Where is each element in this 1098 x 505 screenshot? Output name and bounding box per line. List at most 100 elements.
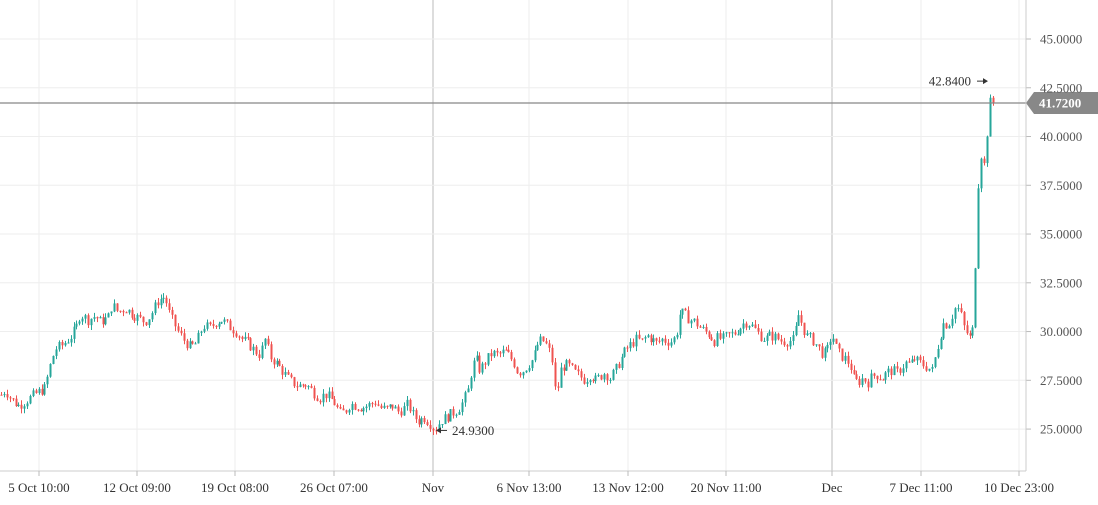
candle-body [513, 359, 516, 368]
candle-body [212, 324, 215, 326]
candle-body [84, 315, 87, 319]
candle-body [742, 323, 745, 329]
candle-body [157, 302, 160, 306]
candle-body [278, 360, 281, 366]
candle-body [116, 303, 119, 311]
candle-body [290, 374, 293, 378]
candle-body [635, 334, 638, 347]
candle-body [241, 336, 244, 340]
candle-body [797, 315, 800, 326]
candle-body [0, 394, 3, 396]
candle-body [258, 354, 261, 358]
candle-body [908, 361, 911, 363]
candle-body [684, 308, 687, 311]
candle-body [577, 369, 580, 372]
candle-body [673, 337, 676, 343]
candle-body [499, 352, 502, 354]
candle-body [87, 315, 90, 326]
candle-body [568, 360, 571, 364]
candle-body [925, 366, 928, 371]
candle-body [302, 384, 305, 386]
candle-body [455, 414, 458, 416]
candle-body [971, 327, 974, 336]
candle-body [93, 317, 96, 319]
candle-body [554, 362, 557, 387]
candle-body [412, 410, 415, 412]
candle-body [481, 363, 484, 373]
last-price-label: 41.7200 [1039, 95, 1081, 110]
candle-body [316, 398, 319, 401]
candle-body [449, 409, 452, 422]
candle-body [96, 317, 99, 319]
candle-body [247, 336, 250, 339]
candle-body [142, 316, 145, 323]
x-tick-label: 10 Dec 23:00 [984, 480, 1054, 495]
candle-body [763, 340, 766, 342]
candle-body [606, 374, 609, 381]
candle-body [603, 374, 606, 380]
candle-body [960, 308, 963, 313]
candle-body [806, 333, 809, 336]
candles [0, 94, 995, 436]
candle-body [847, 355, 850, 364]
candle-body [835, 338, 838, 344]
candle-body [731, 332, 734, 334]
candle-body [670, 342, 673, 346]
candle-body [220, 321, 223, 324]
candle-body [942, 323, 945, 339]
candle-body [902, 368, 905, 373]
candle-body [928, 368, 931, 371]
candle-body [325, 393, 328, 399]
candle-body [160, 298, 163, 306]
candle-body [502, 349, 505, 354]
candle-body [64, 343, 67, 346]
candle-body [792, 335, 795, 341]
candle-body [696, 318, 699, 327]
annotations: 42.8400 24.9300 [436, 74, 988, 438]
candle-body [38, 388, 41, 393]
candle-body [647, 335, 650, 338]
candle-body [563, 367, 566, 371]
y-tick-label: 27.5000 [1040, 373, 1082, 388]
candle-body [293, 377, 296, 387]
candle-body [722, 333, 725, 339]
candle-body [447, 414, 450, 422]
candle-body [197, 332, 200, 344]
candle-body [505, 349, 508, 351]
candle-body [218, 323, 221, 327]
candle-body [641, 338, 644, 340]
candle-body [800, 315, 803, 323]
max-price-label: 42.8400 [929, 74, 971, 89]
candle-body [110, 311, 113, 314]
candle-body [954, 308, 957, 319]
candle-body [516, 367, 519, 374]
candle-body [151, 313, 154, 320]
candle-body [168, 303, 171, 310]
candle-body [319, 400, 322, 403]
candle-body [444, 414, 447, 425]
candle-body [119, 310, 122, 312]
candle-body [829, 341, 832, 345]
candle-body [17, 404, 20, 407]
candle-body [12, 398, 15, 400]
candle-body [322, 393, 325, 403]
min-price-label: 24.9300 [452, 423, 494, 438]
candle-body [284, 371, 287, 375]
candle-body [441, 424, 444, 426]
candle-body [812, 333, 815, 346]
candle-body [81, 318, 84, 322]
candle-body [461, 402, 464, 413]
candle-body [467, 388, 470, 393]
candle-body [177, 326, 180, 331]
candle-body [534, 350, 537, 361]
candle-body [525, 370, 528, 373]
candle-body [223, 319, 226, 322]
candle-body [896, 366, 899, 369]
candle-body [104, 317, 107, 325]
candle-body [803, 322, 806, 336]
candle-body [983, 158, 986, 164]
candle-body [409, 399, 412, 412]
candle-body [644, 337, 647, 339]
